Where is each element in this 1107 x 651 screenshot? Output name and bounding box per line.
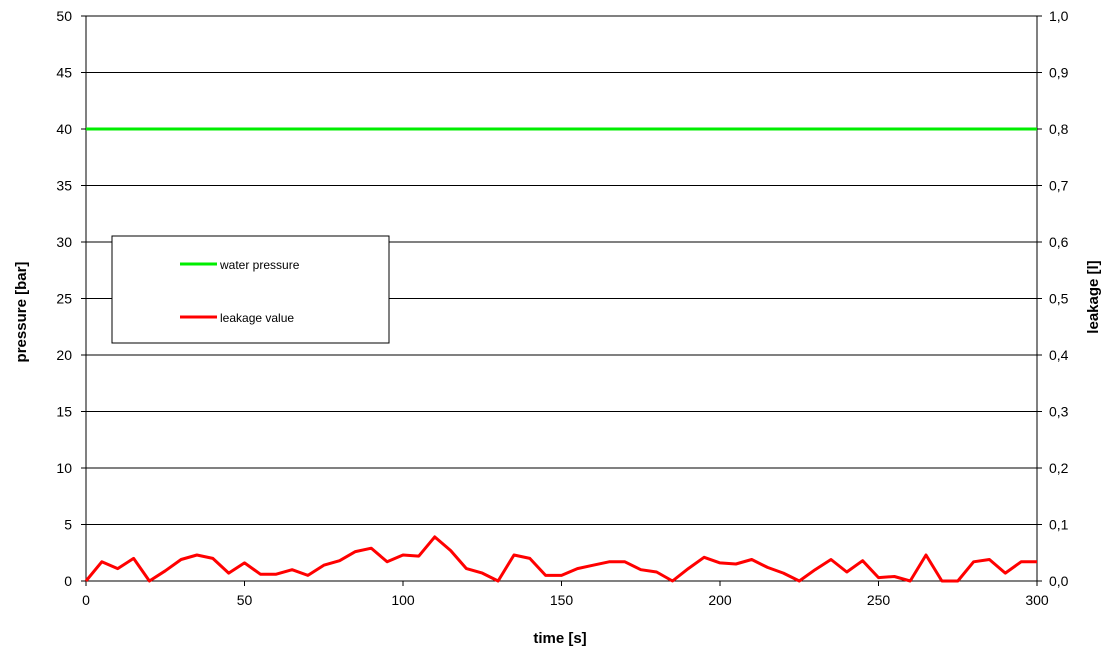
y-left-tick-label: 0 [64,573,72,589]
y-right-tick-label: 0,0 [1049,573,1069,589]
y-axis-left: 0 5 10 15 20 25 30 35 40 45 50 [56,8,86,589]
y-right-tick-label: 0,5 [1049,291,1069,307]
y-right-tick-label: 0,4 [1049,347,1069,363]
y-right-tick-label: 0,9 [1049,65,1069,81]
y-left-tick-label: 40 [56,121,72,137]
y-axis-right-title: leakage [l] [1085,260,1102,333]
y-left-tick-label: 35 [56,178,72,194]
y-axis-left-title: pressure [bar] [13,262,30,363]
y-axis-right: 0,0 0,1 0,2 0,3 0,4 0,5 0,6 0,7 0,8 0,9 1,0 [1037,8,1069,589]
y-right-tick-label: 0,1 [1049,517,1069,533]
x-tick-label: 150 [550,592,574,608]
x-tick-label: 50 [237,592,253,608]
y-left-tick-label: 5 [64,517,72,533]
y-left-tick-label: 30 [56,234,72,250]
y-left-tick-label: 25 [56,291,72,307]
y-left-tick-label: 15 [56,404,72,420]
x-tick-label: 300 [1025,592,1049,608]
x-tick-label: 200 [708,592,732,608]
y-left-tick-label: 50 [56,8,72,24]
y-right-tick-label: 0,6 [1049,234,1069,250]
legend-label-leakage-value: leakage value [220,311,294,325]
legend-box [111,235,390,344]
x-axis-title: time [s] [533,630,586,647]
series-line-leakage-value [84,535,1037,583]
y-right-tick-label: 0,7 [1049,178,1069,194]
legend: water pressure leakage value [111,235,390,344]
y-right-tick-label: 1,0 [1049,8,1069,24]
x-tick-label: 0 [82,592,90,608]
y-right-tick-label: 0,2 [1049,460,1069,476]
x-tick-label: 100 [391,592,415,608]
y-right-tick-label: 0,8 [1049,121,1069,137]
y-left-tick-label: 20 [56,347,72,363]
x-axis: 0 50 100 150 200 250 300 [82,581,1049,608]
y-right-tick-label: 0,3 [1049,404,1069,420]
y-left-tick-label: 45 [56,65,72,81]
series-layer [84,127,1037,583]
x-tick-label: 250 [867,592,891,608]
y-left-tick-label: 10 [56,460,72,476]
legend-label-water-pressure: water pressure [219,258,300,272]
